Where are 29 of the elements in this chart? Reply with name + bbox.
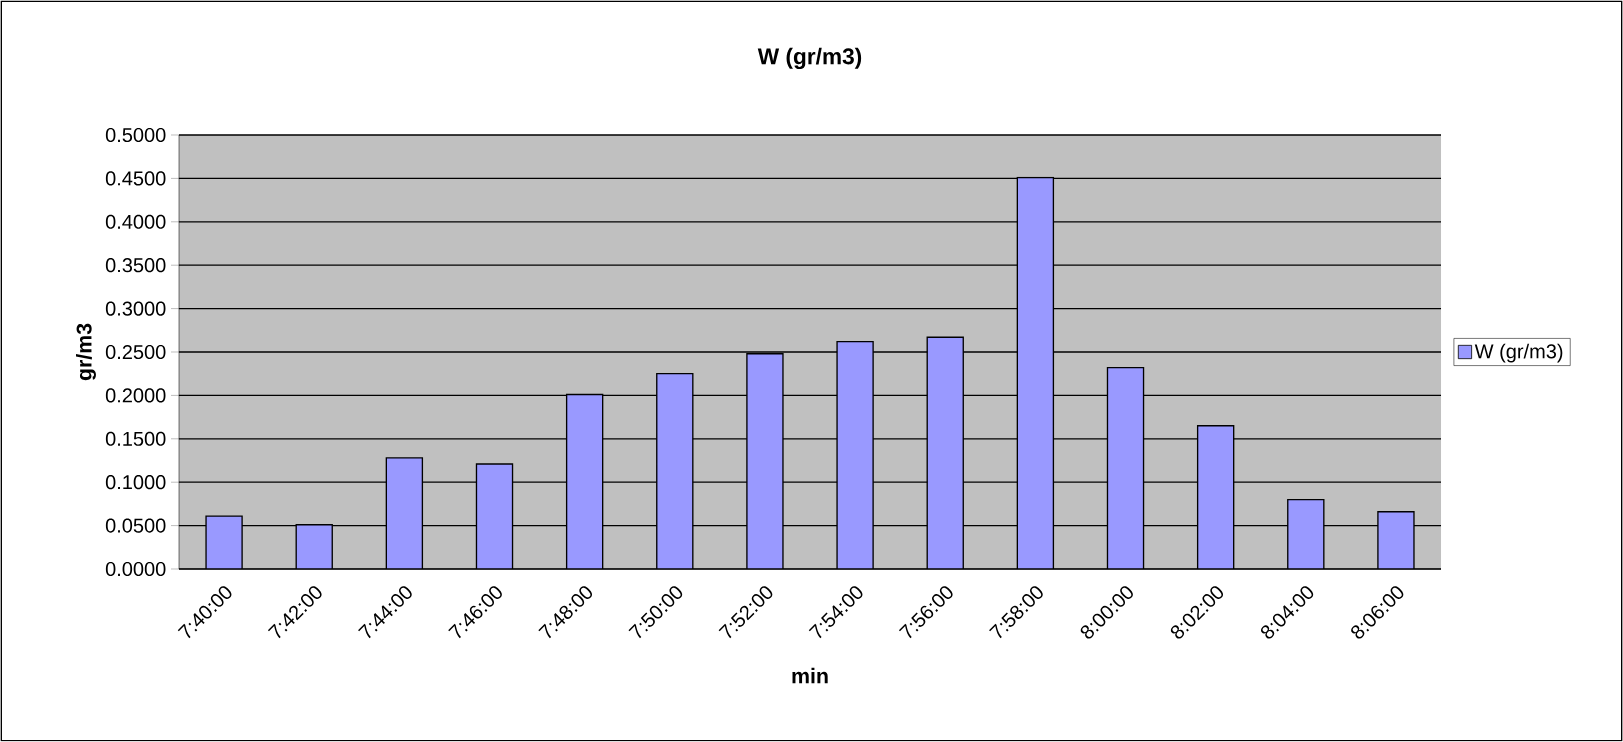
chart-title: W (gr/m3) <box>757 47 862 69</box>
bar <box>1287 498 1325 569</box>
bar <box>1377 511 1415 569</box>
y-axis-title: gr/m3 <box>75 323 96 381</box>
bar <box>205 515 243 569</box>
y-tick-label: 0.1500 <box>105 431 166 446</box>
bar <box>295 524 333 569</box>
bar <box>1016 176 1055 569</box>
y-tick-label: 0.1000 <box>105 475 166 490</box>
bar <box>926 336 964 569</box>
bar <box>656 373 694 569</box>
x-axis-title: min <box>792 667 828 684</box>
y-tick-label: 0.2500 <box>105 344 166 360</box>
y-tick-label: 0.2000 <box>105 388 166 403</box>
bar <box>385 457 424 569</box>
bar <box>565 393 604 569</box>
bar <box>475 463 514 569</box>
legend-label: W (gr/m3) <box>1474 343 1563 363</box>
y-tick-label: 0.0500 <box>105 518 166 533</box>
bar <box>746 353 784 569</box>
bar <box>1196 425 1235 569</box>
bar <box>1106 366 1145 569</box>
y-tick-label: 0.3500 <box>105 258 166 273</box>
bar <box>836 340 874 569</box>
y-tick-label: 0.5000 <box>105 127 166 143</box>
y-tick-label: 0.3000 <box>105 301 166 316</box>
y-tick-label: 0.0000 <box>105 561 166 577</box>
y-tick-label: 0.4000 <box>105 214 166 229</box>
y-tick-label: 0.4500 <box>105 171 166 186</box>
